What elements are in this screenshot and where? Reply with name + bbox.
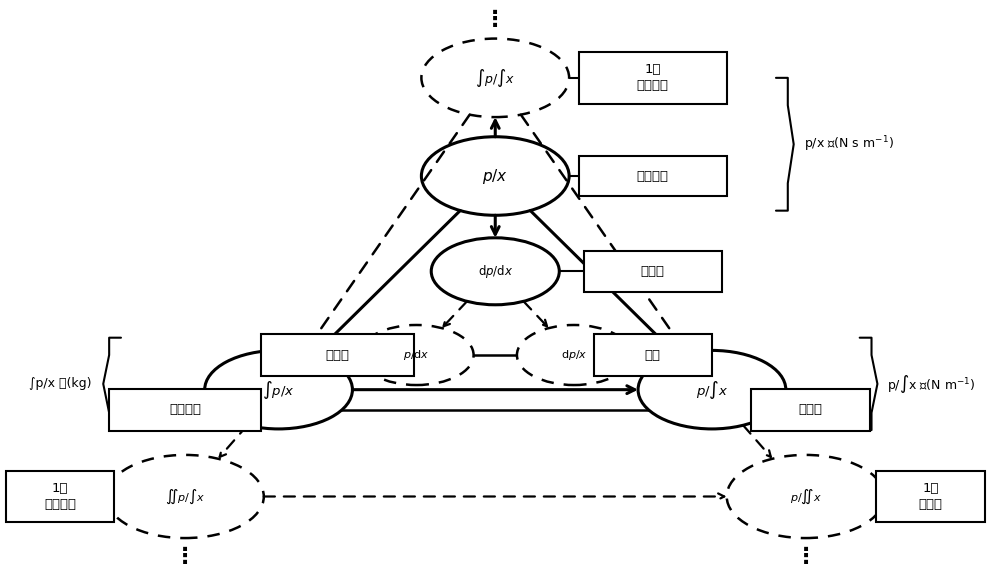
Text: ⋮: ⋮ [794, 547, 817, 567]
Text: p/x 类(N s m$^{-1}$): p/x 类(N s m$^{-1}$) [804, 135, 893, 154]
FancyArrowPatch shape [626, 368, 643, 374]
FancyArrowPatch shape [306, 115, 470, 350]
Text: $\mathrm{d}p/\mathrm{d}x$: $\mathrm{d}p/\mathrm{d}x$ [478, 263, 513, 280]
Text: $p/\int x$: $p/\int x$ [696, 379, 728, 401]
Text: $p/\iint x$: $p/\iint x$ [790, 487, 821, 505]
FancyBboxPatch shape [261, 334, 414, 376]
FancyBboxPatch shape [579, 156, 727, 196]
Text: 惯容器: 惯容器 [326, 349, 350, 361]
Ellipse shape [431, 238, 559, 305]
Text: $\mathrm{d}p/x$: $\mathrm{d}p/x$ [561, 348, 587, 362]
Text: 1阶
忆惯容器: 1阶 忆惯容器 [44, 482, 76, 511]
FancyArrowPatch shape [491, 121, 499, 137]
Ellipse shape [421, 137, 569, 215]
FancyArrowPatch shape [352, 386, 635, 394]
Text: 忆阻尼器: 忆阻尼器 [637, 170, 669, 182]
Text: $\int p/\int x$: $\int p/\int x$ [475, 67, 515, 89]
Ellipse shape [727, 455, 884, 538]
Text: $p/\mathrm{d}x$: $p/\mathrm{d}x$ [403, 348, 430, 362]
Text: $p/x$: $p/x$ [482, 167, 508, 185]
FancyArrowPatch shape [264, 493, 724, 500]
FancyArrowPatch shape [530, 210, 674, 353]
Text: 1阶
忆阻尼器: 1阶 忆阻尼器 [637, 64, 669, 92]
Ellipse shape [517, 325, 631, 385]
FancyBboxPatch shape [579, 52, 727, 104]
Text: ⋮: ⋮ [484, 10, 506, 30]
Ellipse shape [359, 325, 474, 385]
FancyArrowPatch shape [491, 215, 499, 234]
FancyBboxPatch shape [594, 334, 712, 376]
FancyArrowPatch shape [443, 301, 467, 326]
Text: 忆惯容器: 忆惯容器 [169, 403, 201, 416]
Text: p/∫x 类(N m$^{-1}$): p/∫x 类(N m$^{-1}$) [887, 373, 976, 395]
Text: 1阶
忆弹簧: 1阶 忆弹簧 [919, 482, 943, 511]
Ellipse shape [421, 38, 569, 117]
Text: 弹簧: 弹簧 [645, 349, 661, 361]
FancyBboxPatch shape [751, 389, 870, 431]
FancyBboxPatch shape [584, 251, 722, 292]
Text: ⋮: ⋮ [174, 547, 196, 567]
Ellipse shape [638, 350, 786, 429]
FancyArrowPatch shape [743, 425, 771, 457]
Ellipse shape [205, 350, 352, 429]
Text: 阻尼器: 阻尼器 [641, 265, 665, 278]
FancyArrowPatch shape [524, 301, 547, 326]
FancyBboxPatch shape [6, 470, 114, 522]
FancyArrowPatch shape [348, 368, 365, 374]
FancyBboxPatch shape [109, 389, 261, 431]
Text: 忆弹簧: 忆弹簧 [798, 403, 822, 416]
FancyBboxPatch shape [876, 470, 985, 522]
FancyArrowPatch shape [220, 425, 247, 457]
Ellipse shape [106, 455, 264, 538]
Text: $\int p/x$: $\int p/x$ [262, 379, 295, 401]
Text: ∫p/x 类(kg): ∫p/x 类(kg) [29, 377, 91, 391]
FancyArrowPatch shape [316, 210, 460, 353]
Text: $\iint p/\int x$: $\iint p/\int x$ [165, 487, 205, 505]
FancyArrowPatch shape [521, 115, 685, 350]
